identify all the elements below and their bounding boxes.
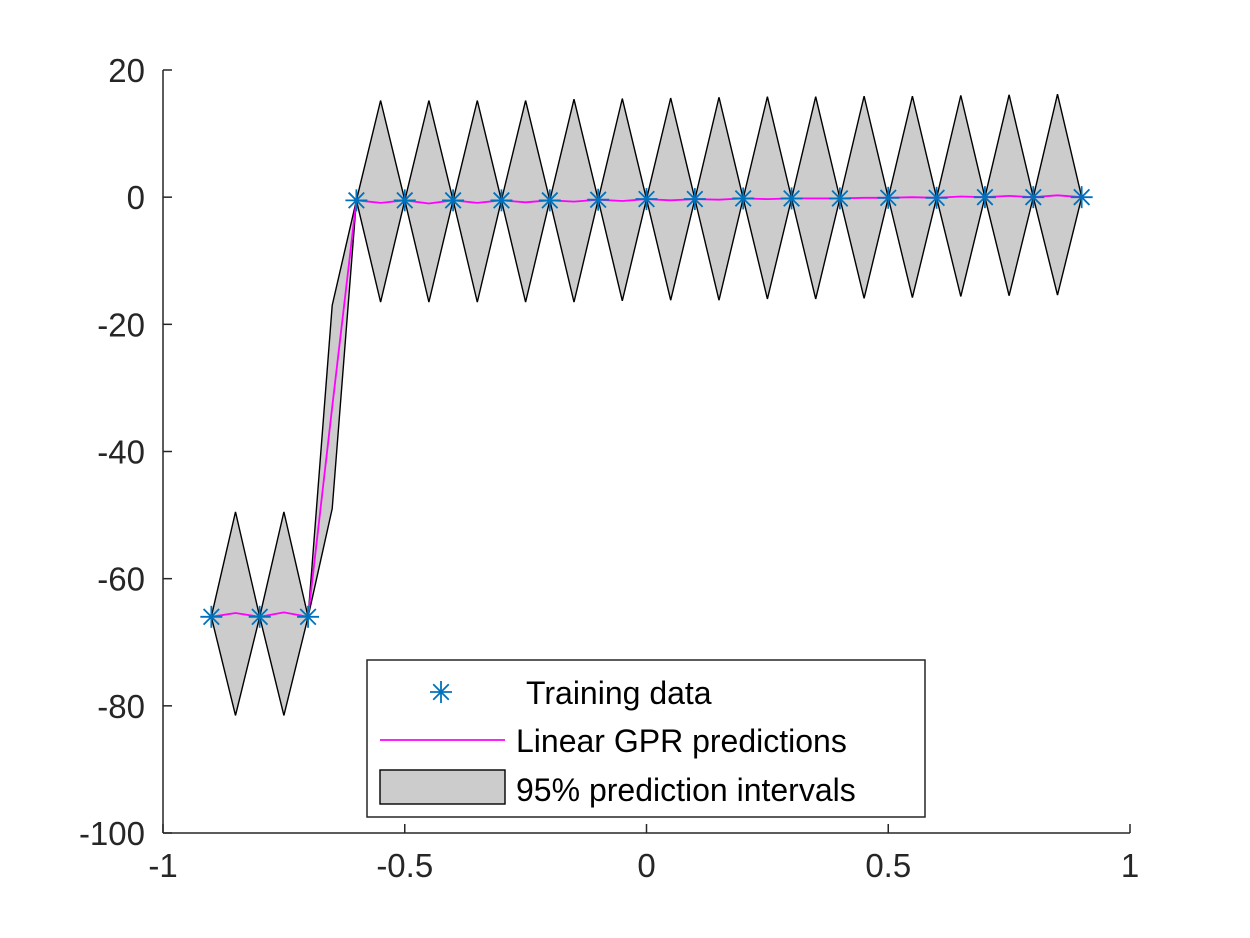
legend-marker-glyph xyxy=(430,681,452,703)
training-point xyxy=(877,186,900,209)
training-point xyxy=(538,189,561,212)
training-point xyxy=(732,187,755,210)
x-tick-label: 0 xyxy=(637,847,655,884)
axes: -1 -0.5 0 0.5 1 20 0 -20 -40 -60 -80 -100 xyxy=(79,52,1139,884)
y-tick-label: -40 xyxy=(97,434,145,471)
y-tick-label: -100 xyxy=(79,815,145,852)
training-point xyxy=(635,188,658,211)
legend-label-training: Training data xyxy=(526,675,712,711)
training-point xyxy=(587,188,610,211)
training-point xyxy=(442,189,465,212)
training-marker-layer xyxy=(200,186,1093,628)
training-point xyxy=(248,605,271,628)
legend-training-marker xyxy=(430,681,452,703)
training-point xyxy=(393,189,416,212)
training-point xyxy=(828,187,851,210)
y-tick-label: -80 xyxy=(97,688,145,725)
x-tick-label: 1 xyxy=(1121,847,1139,884)
prediction-interval-band-layer xyxy=(210,94,1083,716)
legend-label-interval: 95% prediction intervals xyxy=(516,772,856,808)
training-point xyxy=(780,187,803,210)
x-tick-label: -0.5 xyxy=(376,847,433,884)
y-tick-label: 20 xyxy=(108,52,145,89)
training-point xyxy=(200,605,223,628)
training-point xyxy=(683,188,706,211)
training-point xyxy=(297,605,320,628)
y-tick-label: 0 xyxy=(127,179,145,216)
legend-interval-patch xyxy=(379,769,506,805)
training-point xyxy=(973,186,996,209)
y-tick-label: -60 xyxy=(97,561,145,598)
training-point xyxy=(1070,186,1093,209)
y-tick-label: -20 xyxy=(97,306,145,343)
legend-label-prediction: Linear GPR predictions xyxy=(516,723,847,759)
x-tick-label: -1 xyxy=(148,847,177,884)
x-tick-label: 0.5 xyxy=(865,847,911,884)
training-point xyxy=(490,189,513,212)
training-point xyxy=(925,186,948,209)
training-point xyxy=(345,189,368,212)
prediction-interval-band xyxy=(210,94,1083,716)
legend: Training data Linear GPR predictions 95%… xyxy=(366,659,926,818)
training-point xyxy=(1022,186,1045,209)
